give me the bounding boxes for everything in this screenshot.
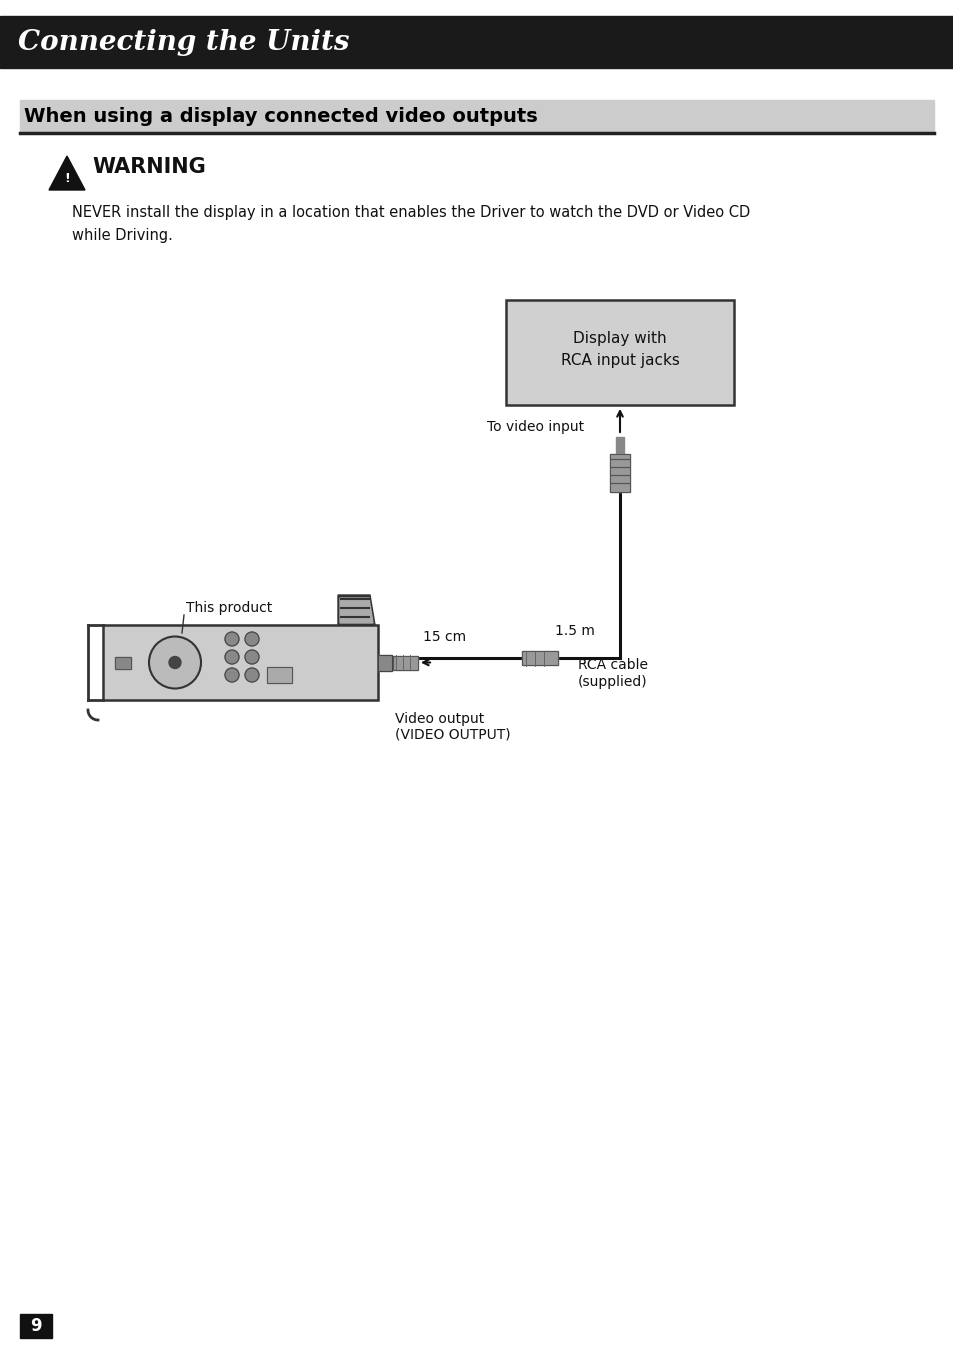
Text: 9: 9 <box>30 1317 42 1335</box>
Polygon shape <box>49 156 85 190</box>
Circle shape <box>225 668 239 682</box>
Bar <box>393 656 417 669</box>
Text: This product: This product <box>186 602 272 615</box>
Polygon shape <box>339 598 373 623</box>
Bar <box>377 654 392 671</box>
Bar <box>267 667 292 683</box>
Bar <box>505 299 733 405</box>
Text: 1.5 m: 1.5 m <box>555 625 595 638</box>
Text: RCA input jacks: RCA input jacks <box>560 352 679 367</box>
Polygon shape <box>337 595 375 625</box>
Text: WARNING: WARNING <box>91 157 206 178</box>
Circle shape <box>245 650 258 664</box>
Bar <box>393 656 417 669</box>
Text: (supplied): (supplied) <box>578 675 647 688</box>
Bar <box>616 438 623 454</box>
Bar <box>115 657 131 668</box>
Bar <box>609 454 629 492</box>
Text: When using a display connected video outputs: When using a display connected video out… <box>24 107 537 126</box>
Bar <box>115 657 131 668</box>
Text: Display with: Display with <box>573 331 666 346</box>
Bar <box>103 625 377 701</box>
Circle shape <box>245 631 258 646</box>
Text: Video output: Video output <box>395 711 484 726</box>
Bar <box>0 16 953 68</box>
Text: RCA cable: RCA cable <box>578 659 647 672</box>
Bar <box>377 654 392 671</box>
Circle shape <box>169 657 181 668</box>
Circle shape <box>225 631 239 646</box>
Text: 15 cm: 15 cm <box>422 630 466 644</box>
Text: NEVER install the display in a location that enables the Driver to watch the DVD: NEVER install the display in a location … <box>71 205 749 220</box>
Text: To video input: To video input <box>486 420 583 434</box>
Text: (VIDEO OUTPUT): (VIDEO OUTPUT) <box>395 728 510 743</box>
Text: Connecting the Units: Connecting the Units <box>18 28 349 56</box>
Circle shape <box>149 637 201 688</box>
Bar <box>103 625 377 701</box>
Text: while Driving.: while Driving. <box>71 228 172 243</box>
Circle shape <box>245 668 258 682</box>
Bar <box>267 667 292 683</box>
Bar <box>521 650 558 665</box>
Bar <box>20 100 933 133</box>
Bar <box>20 1314 52 1337</box>
Bar <box>521 650 558 665</box>
Circle shape <box>225 650 239 664</box>
Bar <box>609 454 629 492</box>
Bar <box>505 299 733 405</box>
Text: !: ! <box>64 172 70 184</box>
